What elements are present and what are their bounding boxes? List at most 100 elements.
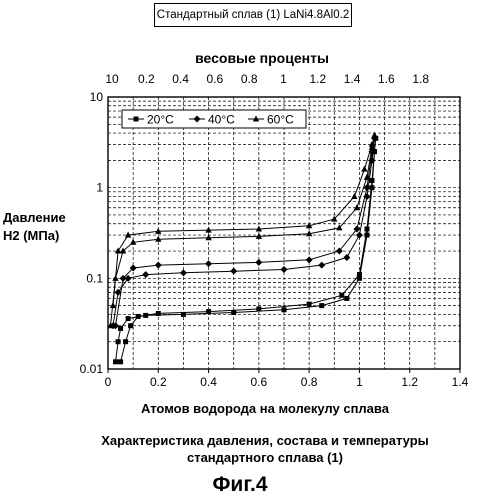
top-tick-label: 1.6 <box>378 72 395 86</box>
data-point-square <box>135 313 141 319</box>
y-axis-title: Давление H2 (МПа) <box>3 209 83 245</box>
x-tick-label: 1 <box>356 375 363 389</box>
legend: 20°C 40°C 60°C <box>121 109 307 129</box>
legend-label: 60°C <box>267 113 294 127</box>
data-point-triangle <box>109 302 117 309</box>
data-point-triangle <box>119 247 127 254</box>
y-axis-title-line2: H2 (МПа) <box>3 228 60 243</box>
data-point-square <box>113 359 119 365</box>
data-point-diamond <box>318 261 326 269</box>
data-point-square <box>344 295 350 301</box>
series-line-desorption <box>115 151 373 326</box>
data-point-square <box>155 310 161 316</box>
data-point-triangle <box>205 226 212 233</box>
top-tick-label: 0.8 <box>241 72 258 86</box>
data-point-triangle <box>361 165 368 172</box>
series-line-desorption <box>112 144 373 306</box>
data-point-triangle <box>351 192 358 199</box>
data-point-triangle <box>353 204 361 211</box>
caption-line1: Характеристика давления, состава и темпе… <box>101 433 429 448</box>
data-point-diamond <box>112 322 120 330</box>
data-point-triangle <box>305 222 313 229</box>
data-point-diamond <box>114 288 122 296</box>
y-tick-label: 0.1 <box>86 271 103 285</box>
caption-line2: стандартного сплава (1) <box>186 450 343 465</box>
x-axis-title: Атомов водорода на молекулу сплава <box>141 401 389 416</box>
data-point-diamond <box>343 253 351 261</box>
data-point-diamond <box>124 274 132 282</box>
data-point-diamond <box>193 115 201 123</box>
data-point-square <box>118 325 124 331</box>
legend-label: 20°C <box>147 113 174 127</box>
data-point-square <box>364 226 370 232</box>
x-tick-label: 0 <box>105 375 112 389</box>
data-point-diamond <box>119 274 127 282</box>
series-line-absorption <box>115 138 377 362</box>
data-point-triangle <box>336 224 343 231</box>
data-point-square <box>231 309 237 315</box>
data-point-triangle <box>155 227 162 234</box>
data-point-square <box>306 301 312 307</box>
y-tick-label: 1 <box>96 181 103 195</box>
data-point-triangle <box>155 235 162 242</box>
data-point-square <box>256 306 262 312</box>
top-tick-label: 1.2 <box>309 72 326 86</box>
series-triangle <box>107 131 378 329</box>
top-tick-label: 10 <box>105 72 119 86</box>
data-point-square <box>180 311 186 317</box>
data-point-triangle <box>205 234 212 241</box>
series-line-desorption <box>120 151 375 362</box>
data-point-square <box>115 339 121 345</box>
x-tick-label: 0.4 <box>200 375 217 389</box>
x-tick-label: 0.6 <box>251 375 268 389</box>
y-tick-label: 0.01 <box>80 362 104 376</box>
figure-caption: Характеристика давления, состава и темпе… <box>50 432 480 466</box>
data-point-diamond <box>205 260 213 268</box>
data-point-triangle <box>363 173 371 180</box>
data-point-diamond <box>353 225 361 233</box>
data-point-triangle <box>129 238 137 245</box>
x-tick-label: 0.8 <box>301 375 318 389</box>
data-point-square <box>319 303 325 309</box>
data-point-triangle <box>124 231 132 238</box>
x-tick-label: 1.2 <box>401 375 418 389</box>
data-point-diamond <box>230 267 238 275</box>
data-point-diamond <box>255 258 263 266</box>
plot-frame <box>107 96 461 370</box>
data-point-triangle <box>114 247 122 254</box>
y-tick-label: 10 <box>90 90 104 104</box>
data-point-square <box>123 339 129 345</box>
figure-label: Фиг.4 <box>212 473 268 496</box>
data-point-square <box>118 359 124 365</box>
legend-label: 40°C <box>208 113 235 127</box>
data-point-square <box>339 292 345 298</box>
data-point-diamond <box>280 266 288 274</box>
data-point-square <box>369 177 375 183</box>
data-point-triangle <box>255 225 263 232</box>
data-point-diamond <box>305 256 313 264</box>
top-tick-label: 1.8 <box>412 72 429 86</box>
data-point-diamond <box>179 269 187 277</box>
data-point-square <box>125 316 131 322</box>
data-point-triangle <box>368 140 376 147</box>
data-point-triangle <box>107 322 114 329</box>
top-tick-label: 0.2 <box>138 72 155 86</box>
data-point-triangle <box>252 115 260 122</box>
chart-title: Стандартный сплав (1) LaNi4.8Al0.2 <box>154 3 352 27</box>
data-point-square <box>133 116 139 122</box>
top-tick-label: 1.4 <box>344 72 361 86</box>
top-tick-label: 1 <box>280 72 287 86</box>
data-point-square <box>356 275 362 281</box>
data-point-square <box>364 232 370 238</box>
data-point-triangle <box>371 131 378 138</box>
data-point-diamond <box>129 264 137 272</box>
data-point-diamond <box>363 184 371 192</box>
data-point-diamond <box>335 247 343 255</box>
data-point-diamond <box>142 271 150 279</box>
data-point-diamond <box>355 231 363 239</box>
data-point-square <box>128 323 134 329</box>
data-point-square <box>356 272 362 278</box>
data-point-triangle <box>255 232 263 239</box>
data-point-square <box>369 185 375 191</box>
